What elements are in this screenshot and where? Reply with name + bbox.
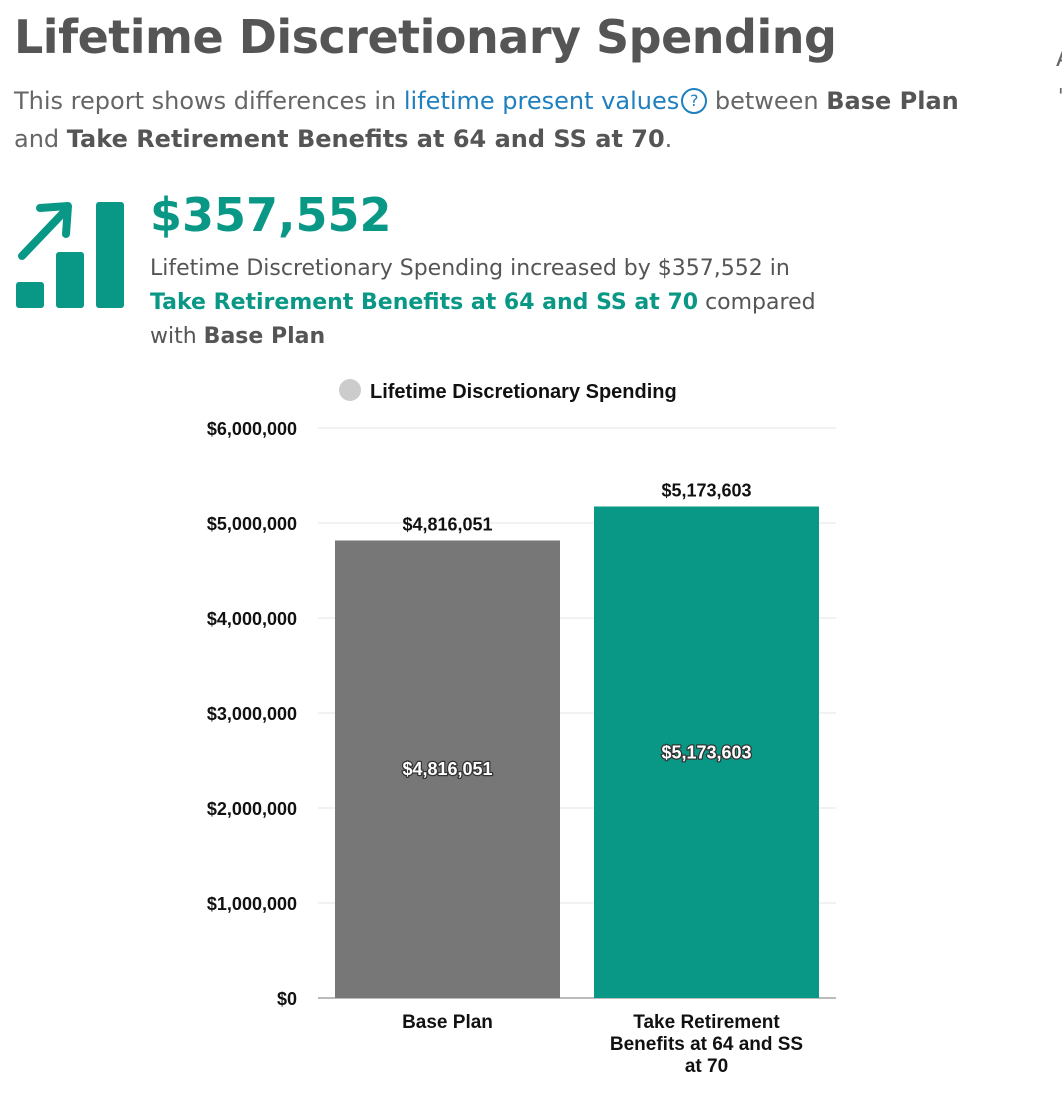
y-tick-label: $3,000,000 (207, 704, 297, 724)
y-tick-label: $1,000,000 (207, 894, 297, 914)
bar[interactable] (594, 506, 819, 998)
x-tick-label: Take Retirement Benefits at 64 and SS at 7… (610, 1012, 803, 1077)
y-tick-label: $5,000,000 (207, 514, 297, 534)
y-tick-label: $2,000,000 (207, 799, 297, 819)
y-tick-label: $4,000,000 (207, 609, 297, 629)
bar-chart: Lifetime Discretionary Spending $0 $1,000,… (207, 379, 836, 1077)
page-title: Lifetime Discretionary Spending (14, 10, 837, 64)
lifetime-present-values-link[interactable]: lifetime present values (403, 87, 680, 115)
y-tick-label: $6,000,000 (207, 419, 297, 439)
plan-b-name: Take Retirement Benefits at 64 and SS at… (66, 125, 665, 153)
summary-plan-a: Base Plan (203, 324, 326, 349)
help-icon[interactable]: ? (681, 88, 708, 114)
summary-plan-b: Take Retirement Benefits at 64 and SS at… (150, 290, 699, 315)
clipped-text-fragment: A (1056, 44, 1062, 72)
inner-data-label: $4,816,051 (402, 759, 492, 779)
plan-a-name: Base Plan (826, 87, 959, 115)
report-intro: This report shows differences in lifetim… (14, 87, 959, 153)
data-label: $5,173,603 (661, 481, 751, 501)
y-tick-label: $0 (277, 989, 297, 1009)
delta-value: $357,552 (150, 188, 392, 242)
legend-marker[interactable] (339, 379, 361, 401)
inner-data-label: $5,173,603 (661, 742, 751, 762)
bar[interactable] (335, 540, 560, 998)
clipped-text-fragment: ' (1058, 84, 1062, 108)
data-label: $4,816,051 (402, 514, 492, 534)
trending-up-bars-icon (16, 202, 124, 308)
legend-label[interactable]: Lifetime Discretionary Spending (370, 381, 677, 403)
x-tick-label: Base Plan (402, 1012, 493, 1033)
summary-text: Lifetime Discretionary Spending increase… (150, 256, 816, 349)
